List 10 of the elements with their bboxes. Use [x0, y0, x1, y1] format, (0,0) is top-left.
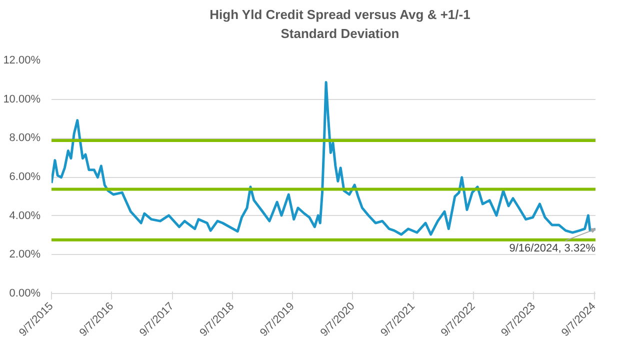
y-tick-label: 4.00% — [9, 210, 41, 222]
y-tick-label: 6.00% — [9, 171, 41, 183]
y-tick-label: 0.00% — [9, 288, 41, 300]
y-tick-label: 12.00% — [3, 54, 41, 66]
line-series — [52, 80, 596, 236]
annotation: 9/16/2024, 3.32% — [509, 242, 596, 255]
chart-title: High Yld Credit Spread versus Avg & +1/-1 Standard Deviation — [208, 6, 472, 43]
y-tick-label: 2.00% — [9, 248, 41, 261]
y-tick-label: 10.00% — [3, 93, 41, 106]
y-tick-label: 8.00% — [9, 132, 41, 144]
